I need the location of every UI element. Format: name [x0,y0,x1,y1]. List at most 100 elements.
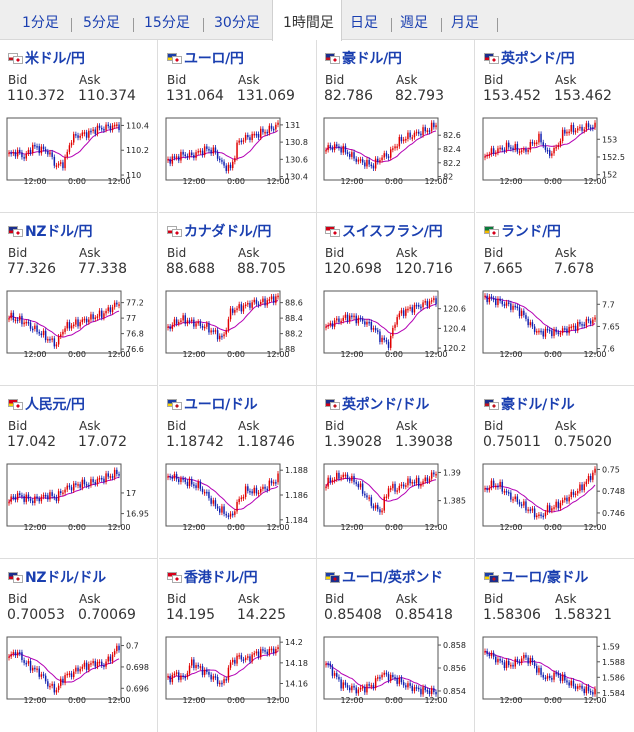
candle-body [568,497,570,502]
candle-body [540,330,542,333]
candle-body [583,484,585,491]
candle-body [201,326,204,328]
candle-body [116,469,118,474]
candle-body [546,328,549,331]
candle-body [36,496,38,499]
candle-body [70,325,73,329]
pair-name-link[interactable]: ユーロ/英ポンド [342,570,443,586]
pair-name-link[interactable]: ユーロ/豪ドル [501,570,589,586]
tab-30min[interactable]: 30分足 [214,15,260,31]
pair-name-link[interactable]: 人民元/円 [25,397,85,413]
candle-body [73,483,75,491]
candle-body [338,318,340,322]
candle-body [435,125,437,128]
candle-body [418,131,420,134]
candle-body [96,478,99,484]
candle-body [589,127,592,129]
candle-body [193,154,195,158]
candle-body [374,328,377,331]
candlestick-chart[interactable]: 7.77.657.612:00 0:00 12:00 [480,287,630,357]
candle-body [396,146,398,148]
candle-body [57,685,60,690]
pair-name-link[interactable]: 豪ドル/ドル [501,397,575,413]
bid-label: Bid [8,592,28,606]
candle-body [105,661,107,667]
candlestick-chart[interactable]: 14.2 14.18 14.16 12:00 0:00 12:00 [163,633,313,703]
candle-body [244,304,247,306]
pair-name-link[interactable]: 英ポンド/ドル [342,397,430,413]
candle-body [488,654,491,656]
x-tick-label: 0:00 [68,350,86,357]
currency-flag-icon [167,571,182,583]
candlestick-chart[interactable]: 0.7 0.698 0.696 12:00 0:00 12:00 [4,633,154,703]
candle-body [229,164,232,168]
candlestick-chart[interactable]: 1.39 1.385 12:00 0:00 12:00 [321,460,471,530]
candle-body [68,322,71,329]
candle-body [349,154,351,157]
candle-body [227,319,230,331]
y-tick-label: 16.95 [126,510,149,519]
candle-body [572,680,575,687]
pair-name-link[interactable]: 香港ドル/円 [184,570,258,586]
tab-1hour[interactable]: 1時間足 [272,0,342,41]
x-tick-label: 12:00 [424,696,447,703]
candle-body [277,647,279,649]
tab-5min[interactable]: 5分足 [72,0,134,40]
candle-body [568,326,570,334]
candle-body [501,147,503,150]
candle-body [247,656,249,658]
candle-body [411,307,413,313]
currency-flag-icon [325,225,340,237]
pair-name-link[interactable]: ランド/円 [501,224,561,240]
pair-name-link[interactable]: 英ポンド/円 [501,51,575,67]
candle-body [79,322,81,327]
pair-name-link[interactable]: ユーロ/ドル [184,397,258,413]
candle-body [227,667,230,681]
pair-name-link[interactable]: カナダドル/円 [184,224,272,240]
candle-body [366,159,368,167]
candle-body [113,124,116,127]
ask-label: Ask [79,73,101,87]
pair-name-link[interactable]: 米ドル/円 [25,51,85,67]
pair-name-link[interactable]: スイスフラン/円 [342,224,443,240]
x-tick-label: 0:00 [544,177,562,184]
candle-body [94,317,96,319]
ask-label: Ask [555,246,577,260]
tab-weekly[interactable]: 週足 [392,0,442,40]
candle-body [510,303,512,310]
candle-body [214,500,217,507]
candlestick-chart[interactable]: 0.75 0.748 0.746 12:00 0:00 12:00 [480,460,630,530]
candle-body [77,667,79,672]
candle-body [193,319,195,327]
pair-name-link[interactable]: NZドル/円 [25,224,93,240]
x-tick-label: 12:00 [182,696,205,703]
tab-1min[interactable]: 1分足 [0,0,72,40]
pair-name-link[interactable]: NZドル/ドル [25,570,106,586]
candle-body [49,152,51,155]
candle-body [70,142,73,146]
tab-monthly[interactable]: 月足 [442,0,498,40]
candle-body [333,479,336,481]
candle-body [394,146,396,149]
tab-15min[interactable]: 15分足 [134,0,204,40]
pair-name-link[interactable]: 豪ドル/円 [342,51,402,67]
tab-daily[interactable]: 日足 [342,0,392,40]
pair-name-link[interactable]: ユーロ/円 [184,51,244,67]
candle-body [29,661,32,671]
candle-body [370,322,373,330]
candle-body [44,149,47,152]
candle-body [244,135,247,141]
candlestick-chart[interactable]: 17 16.95 12:00 0:00 12:00 [4,460,154,530]
candle-body [592,472,594,480]
quote-card: NZドル/ドル Bid Ask 0.70053 0.70069 0.7 0.698 0.696… [0,559,158,732]
